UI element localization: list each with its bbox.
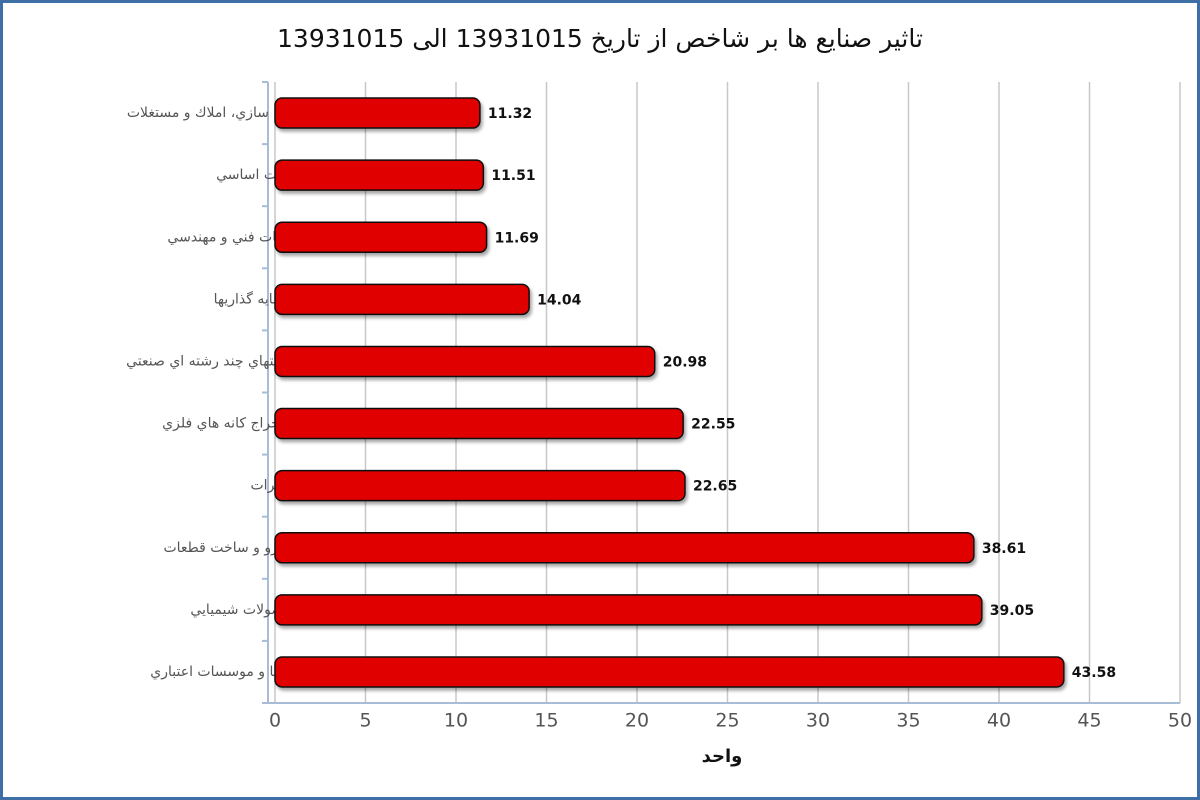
value-label: 20.98	[663, 354, 707, 370]
value-label: 11.51	[491, 168, 535, 184]
y-tick-label: محصولات شيميايي	[190, 602, 300, 618]
x-tick-label: 15	[534, 710, 558, 732]
bar	[274, 594, 983, 626]
y-tick-label: انبوه سازي، املاك و مستغلات	[127, 105, 300, 121]
bar	[274, 656, 1065, 688]
bar	[274, 469, 686, 502]
x-axis-label: واحد	[702, 746, 743, 767]
value-label: 39.05	[990, 603, 1034, 619]
value-label: 14.04	[537, 292, 582, 308]
y-tick-label: استخراج كانه هاي فلزي	[162, 416, 300, 432]
y-tick-label: خودرو و ساخت قطعات	[163, 540, 300, 556]
x-tick-label: 25	[715, 710, 739, 732]
bar	[274, 532, 975, 564]
value-label: 11.32	[488, 106, 532, 122]
x-tick-label: 45	[1077, 710, 1101, 732]
x-tick-label: 30	[806, 710, 830, 732]
bar	[274, 345, 656, 378]
x-tick-label: 40	[987, 710, 1011, 732]
bar	[274, 407, 684, 440]
bar	[274, 159, 485, 191]
x-tick-label: 0	[269, 710, 281, 732]
bar	[274, 221, 488, 253]
value-label: 38.61	[982, 541, 1026, 557]
x-tick-label: 50	[1168, 710, 1192, 732]
y-tick-label: خدمات فني و مهندسي	[167, 229, 300, 245]
x-tick-label: 20	[625, 710, 649, 732]
y-tick-label: شركتهاي چند رشته اي صنعتي	[126, 353, 300, 369]
y-tick-label: بانكها و موسسات اعتباري	[150, 664, 300, 680]
value-label: 22.65	[693, 479, 737, 495]
bar	[274, 97, 481, 129]
x-tick-label: 5	[359, 710, 371, 732]
x-tick-label: 10	[444, 710, 468, 732]
value-label: 11.69	[495, 230, 539, 246]
chart-title: تاثیر صنایع ها بر شاخص از تاریخ 13931015…	[277, 24, 923, 54]
x-tick-label: 35	[896, 710, 920, 732]
bar	[274, 283, 530, 316]
value-label: 22.55	[691, 417, 735, 433]
value-label: 43.58	[1072, 665, 1116, 681]
